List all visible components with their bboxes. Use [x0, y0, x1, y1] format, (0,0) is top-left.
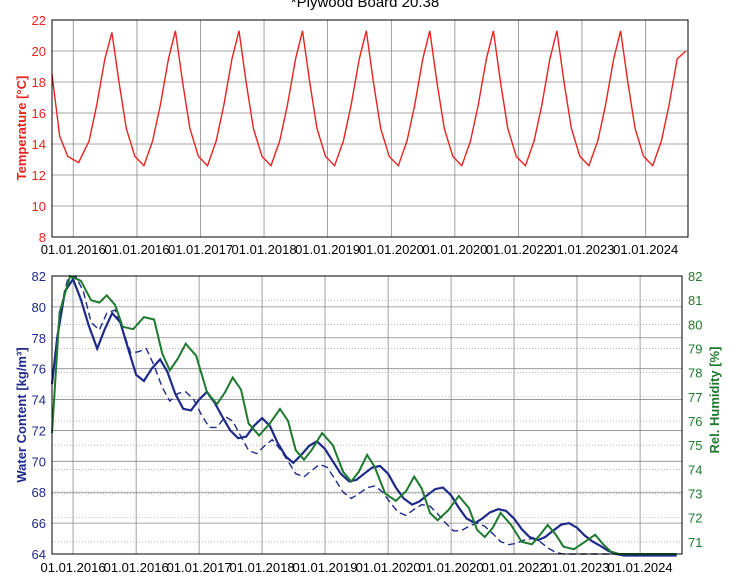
y-tick-label-right: 77 — [688, 390, 702, 405]
y-tick-label: 70 — [32, 454, 46, 469]
temperature-y-tick-labels: 8 10 12 14 16 18 20 22 — [32, 13, 46, 245]
temperature-series — [51, 30, 687, 168]
water-content-line — [50, 276, 677, 557]
y-tick-label: 16 — [32, 106, 46, 121]
y-tick-label-right: 72 — [688, 511, 702, 526]
y-tick-label: 74 — [32, 393, 46, 408]
moisture-x-tick-labels: 01.01.201601.01.201601.01.201701.01.2018… — [41, 560, 673, 575]
temperature-axis-label: Temperature [°C] — [14, 76, 29, 181]
moisture-plot-frame — [51, 275, 683, 555]
y-tick-label-right: 74 — [688, 462, 702, 477]
y-tick-label: 18 — [32, 75, 46, 90]
y-tick-label: 76 — [32, 362, 46, 377]
rel-humidity-y-tick-labels: 71 72 73 74 75 76 77 78 79 80 81 82 — [688, 269, 702, 550]
x-tick-label: 01.01.2019 — [292, 560, 357, 575]
y-tick-label-right: 79 — [688, 342, 702, 357]
y-tick-label-right: 78 — [688, 366, 702, 381]
water-content-y-tick-labels: 64 66 68 70 72 74 76 78 80 82 — [32, 269, 46, 562]
x-tick-label: 01.01.2020 — [359, 242, 424, 257]
temperature-x-tick-labels: 01.01.201601.01.201601.01.201701.01.2018… — [41, 242, 679, 257]
x-tick-label: 01.01.2016 — [41, 560, 106, 575]
y-tick-label-right: 82 — [688, 269, 702, 284]
x-tick-label: 01.01.2023 — [544, 560, 609, 575]
temperature-plot-frame — [51, 19, 689, 238]
moisture-series — [50, 274, 677, 557]
rel-humidity-line — [51, 274, 677, 555]
y-tick-label: 12 — [32, 168, 46, 183]
y-tick-label: 14 — [32, 137, 46, 152]
y-tick-label-right: 73 — [688, 487, 702, 502]
x-tick-label: 01.01.2024 — [608, 560, 673, 575]
y-tick-label: 78 — [32, 331, 46, 346]
x-tick-label: 01.01.2016 — [104, 560, 169, 575]
x-tick-label: 01.01.2024 — [613, 242, 678, 257]
chart-title: *Plywood Board 20.38 — [291, 0, 439, 11]
x-tick-label: 01.01.2018 — [232, 242, 297, 257]
x-tick-label: 01.01.2016 — [104, 242, 169, 257]
temperature-grid — [52, 19, 688, 238]
y-tick-label: 20 — [32, 44, 46, 59]
y-tick-label-right: 81 — [688, 293, 702, 308]
y-tick-label: 22 — [32, 13, 46, 28]
y-tick-label: 68 — [32, 485, 46, 500]
x-tick-label: 01.01.2019 — [295, 242, 360, 257]
x-tick-label: 01.01.2020 — [422, 242, 487, 257]
x-tick-label: 01.01.2020 — [356, 560, 421, 575]
y-tick-label: 82 — [32, 269, 46, 284]
y-tick-label-right: 75 — [688, 438, 702, 453]
y-tick-label: 10 — [32, 199, 46, 214]
rel-humidity-axis-label: Rel. Humidity [%] — [707, 347, 722, 454]
y-tick-label: 72 — [32, 423, 46, 438]
y-tick-label-right: 80 — [688, 317, 702, 332]
x-tick-label: 01.01.2020 — [419, 560, 484, 575]
y-tick-label: 66 — [32, 516, 46, 531]
temperature-line — [51, 30, 687, 168]
y-tick-label-right: 71 — [688, 535, 702, 550]
x-tick-label: 01.01.2016 — [41, 242, 106, 257]
y-tick-label-right: 76 — [688, 414, 702, 429]
x-tick-label: 01.01.2022 — [486, 242, 551, 257]
x-tick-label: 01.01.2022 — [481, 560, 546, 575]
y-tick-label: 80 — [32, 300, 46, 315]
x-tick-label: 01.01.2017 — [168, 242, 233, 257]
y-tick-label: 8 — [39, 230, 46, 245]
x-tick-label: 01.01.2018 — [230, 560, 295, 575]
y-tick-label: 64 — [32, 547, 46, 562]
x-tick-label: 01.01.2023 — [549, 242, 614, 257]
x-tick-label: 01.01.2017 — [167, 560, 232, 575]
water-content-axis-label: Water Content [kg/m³] — [14, 347, 29, 482]
